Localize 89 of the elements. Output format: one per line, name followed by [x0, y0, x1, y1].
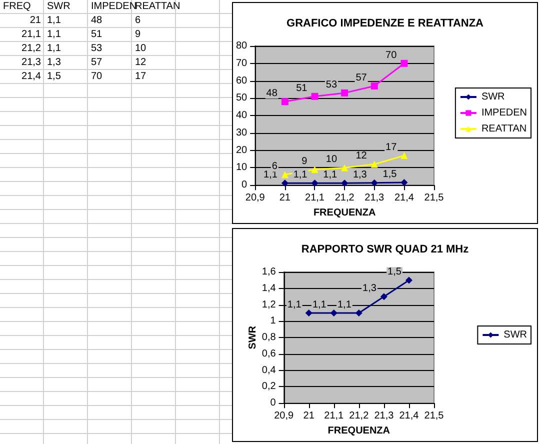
- text: 1,1: [47, 15, 61, 26]
- text: 9: [135, 29, 141, 40]
- y-tick-label: 60: [236, 75, 248, 86]
- y-tick-label: 0,2: [262, 381, 276, 392]
- x-tick-label: 21,3: [364, 192, 385, 204]
- x-tick-label: 21: [303, 410, 315, 422]
- point: [380, 293, 388, 300]
- text: 48: [91, 15, 102, 26]
- text: 1,1: [47, 29, 61, 40]
- x-tick-label: 21,3: [374, 410, 394, 422]
- x-tick-label: 21,4: [399, 410, 420, 422]
- text: 53: [91, 43, 102, 54]
- data-label: 1,1: [293, 170, 308, 181]
- text: 12: [135, 57, 146, 68]
- text: 21,4: [22, 71, 41, 82]
- y-tick-label: 1,4: [262, 282, 276, 294]
- data-label: 53: [326, 79, 338, 90]
- text: 21,3: [22, 57, 41, 68]
- y-tick-label: 0: [270, 398, 276, 409]
- y-tick-label: 50: [236, 92, 248, 104]
- x-axis-title: FREQUENZA: [313, 208, 376, 218]
- x-tick-label: 21,4: [394, 192, 414, 204]
- text: 1,3: [47, 57, 61, 68]
- data-label: 1,1: [323, 170, 338, 181]
- point: [405, 276, 412, 284]
- text: 1,5: [47, 71, 61, 82]
- data-label: 10: [326, 154, 338, 166]
- y-tick-label: 70: [236, 58, 248, 69]
- y-tick-label: 20: [236, 144, 248, 156]
- legend-label: SWR: [504, 330, 528, 340]
- data-label: 17: [386, 142, 398, 154]
- data-label: 51: [296, 82, 308, 94]
- x-tick-label: 21,5: [424, 192, 444, 204]
- y-axis-title: SWR: [248, 325, 258, 350]
- legend-label: SWR: [481, 92, 505, 102]
- text: 51: [91, 29, 102, 40]
- x-tick-label: 21,1: [324, 410, 344, 422]
- y-tick-label: 80: [236, 40, 248, 52]
- data-label: 6: [272, 161, 278, 172]
- text: 21,2: [22, 43, 41, 54]
- data-label: 70: [386, 50, 398, 61]
- point: [305, 309, 312, 316]
- y-tick-label: 0: [242, 180, 248, 191]
- text: 57: [91, 57, 102, 68]
- text: 21: [30, 15, 41, 26]
- y-tick-label: 1,6: [262, 266, 276, 278]
- x-tick-label: 21,5: [424, 410, 444, 422]
- data-label: 1,3: [362, 283, 377, 294]
- y-tick-label: 0,6: [262, 348, 276, 360]
- x-tick-label: 21,2: [334, 192, 355, 204]
- x-tick-label: 21,2: [349, 410, 370, 422]
- text: 70: [91, 71, 102, 82]
- y-tick-label: 0,4: [262, 364, 276, 376]
- y-tick-label: 1,2: [262, 299, 276, 310]
- data-label: 9: [302, 156, 308, 167]
- x-tick-label: 20,9: [245, 192, 266, 204]
- text: 1,1: [47, 43, 61, 54]
- point: [355, 309, 362, 316]
- text: FREQ: [2, 0, 32, 14]
- data-label: 1,1: [312, 299, 327, 310]
- x-tick-label: 20,9: [274, 410, 294, 422]
- y-tick-label: 1: [270, 316, 276, 327]
- data-label: 1,5: [388, 266, 402, 278]
- point: [330, 309, 338, 316]
- legend-label: IMPEDEN: [481, 108, 527, 118]
- data-label: 1,3: [352, 169, 368, 180]
- y-tick-label: 30: [236, 127, 248, 138]
- y-tick-label: 10: [236, 162, 248, 174]
- y-tick-label: 40: [236, 110, 248, 122]
- data-label: 1,1: [287, 299, 302, 310]
- text: 6: [135, 15, 141, 26]
- data-label: 12: [356, 150, 368, 162]
- data-label: 48: [266, 88, 278, 100]
- x-axis-title: FREQUENZA: [328, 426, 390, 436]
- text: 10: [135, 43, 146, 54]
- text: 17: [135, 71, 146, 82]
- legend-label: REATTAN: [481, 124, 527, 134]
- text: IMPEDEN: [91, 1, 137, 12]
- x-tick-label: 21,1: [305, 192, 325, 204]
- text: SWR: [47, 1, 70, 12]
- text: REATTAN: [135, 1, 180, 12]
- x-tick-label: 21: [279, 192, 291, 204]
- data-label: 57: [356, 72, 368, 84]
- data-label: 1,5: [382, 168, 398, 180]
- chart-title: RAPPORTO SWR QUAD 21 MHz: [301, 244, 470, 256]
- data-label: 1,1: [337, 299, 352, 310]
- y-tick-label: 0,8: [262, 332, 276, 344]
- chart-title: GRAFICO IMPEDENZE E REATTANZA: [286, 18, 484, 30]
- text: 21,1: [22, 29, 41, 40]
